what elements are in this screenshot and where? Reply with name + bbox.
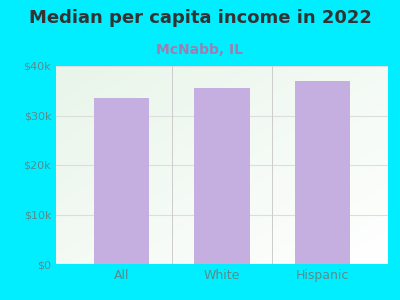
Bar — [94, 98, 149, 264]
Bar — [194, 88, 250, 264]
Bar — [295, 81, 350, 264]
Text: McNabb, IL: McNabb, IL — [156, 44, 244, 58]
Text: Median per capita income in 2022: Median per capita income in 2022 — [28, 9, 372, 27]
